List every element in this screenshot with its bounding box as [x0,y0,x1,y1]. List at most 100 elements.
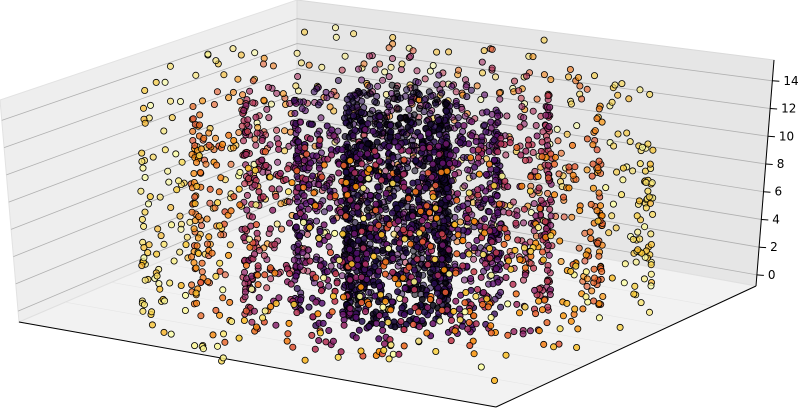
scatter-point [148,321,156,329]
scatter-point [198,97,206,105]
scatter-point [205,141,213,149]
scatter-point [293,49,301,57]
z-tick-label: 6 [775,185,783,199]
scatter-point [225,131,233,139]
scatter-point [415,323,423,331]
scatter-point [307,197,315,205]
scatter-point [576,82,584,90]
scatter-point [426,295,434,303]
scatter-point [346,304,354,312]
scatter-point [526,187,534,195]
scatter-point [531,286,539,294]
z-tick-mark [763,191,771,193]
scatter-point [305,303,313,311]
scatter-point [199,345,207,353]
scatter-point [434,271,442,279]
scatter-point [470,217,478,225]
scatter-point [307,120,315,128]
scatter-point [587,200,595,208]
scatter-point [530,200,538,208]
scatter-point [375,221,383,229]
scatter-point [533,95,541,103]
scatter-point [385,73,393,81]
scatter-point [197,145,205,153]
scatter-point [203,215,211,223]
scatter-point [161,297,169,305]
scatter-point [212,57,220,65]
scatter-point [587,235,595,243]
scatter-point [520,244,528,252]
scatter-point [445,48,453,56]
scatter-point [285,219,293,227]
scatter-point [301,144,309,152]
scatter-point [217,231,225,239]
scatter-point [575,244,583,252]
scatter-point [382,189,390,197]
scatter-point [519,330,527,338]
scatter-point [576,207,584,215]
scatter-point [315,164,323,172]
scatter-point [488,45,496,53]
scatter-point [193,242,201,250]
scatter-point [303,230,311,238]
scatter-point [381,297,389,305]
scatter-point [421,75,429,83]
scatter-point [227,207,235,215]
scatter-point [544,142,552,150]
scatter-point [285,198,293,206]
scatter-point [567,100,575,108]
scatter-point [340,321,348,329]
scatter-point [557,257,565,265]
scatter-point [539,248,547,256]
scatter-point [251,49,259,57]
scatter-point [342,179,350,187]
scatter-point [455,305,463,313]
scatter-point [589,184,597,192]
scatter-point [294,138,302,146]
scatter-point [405,147,413,155]
scatter-point [472,320,480,328]
scatter-point [187,253,195,261]
scatter-point [439,241,447,249]
scatter-point [379,303,387,311]
scatter-point [638,143,646,151]
scatter-point [642,204,650,212]
scatter-point [332,33,340,41]
scatter-point [489,280,497,288]
scatter-point [649,210,657,218]
scatter-point [376,113,384,121]
scatter-point [205,129,213,137]
scatter-point [571,305,579,313]
scatter-point [306,223,314,231]
scatter-point [160,127,168,135]
scatter-point [413,67,421,75]
scatter-point [435,71,443,79]
scatter-point [217,174,225,182]
scatter-point [451,170,459,178]
scatter-point [371,98,379,106]
scatter-point [140,254,148,262]
scatter-point [388,209,396,217]
scatter-point [259,60,267,68]
scatter-point [540,36,548,44]
scatter-point [404,164,412,172]
scatter-point [610,142,618,150]
scatter-point [595,252,603,260]
scatter-point [326,103,334,111]
scatter-point [267,303,275,311]
scatter-point [393,168,401,176]
scatter-point [138,157,146,165]
scatter-point [409,179,417,187]
scatter-point [152,78,160,86]
scatter-point [272,299,280,307]
scatter-point [595,157,603,165]
scatter-point [229,144,237,152]
scatter-point [346,196,354,204]
scatter-point [342,212,350,220]
scatter-point [446,151,454,159]
scatter-point [459,127,467,135]
scatter-point [642,178,650,186]
scatter-point [334,77,342,85]
scatter-point [266,264,274,272]
scatter-point [371,66,379,74]
